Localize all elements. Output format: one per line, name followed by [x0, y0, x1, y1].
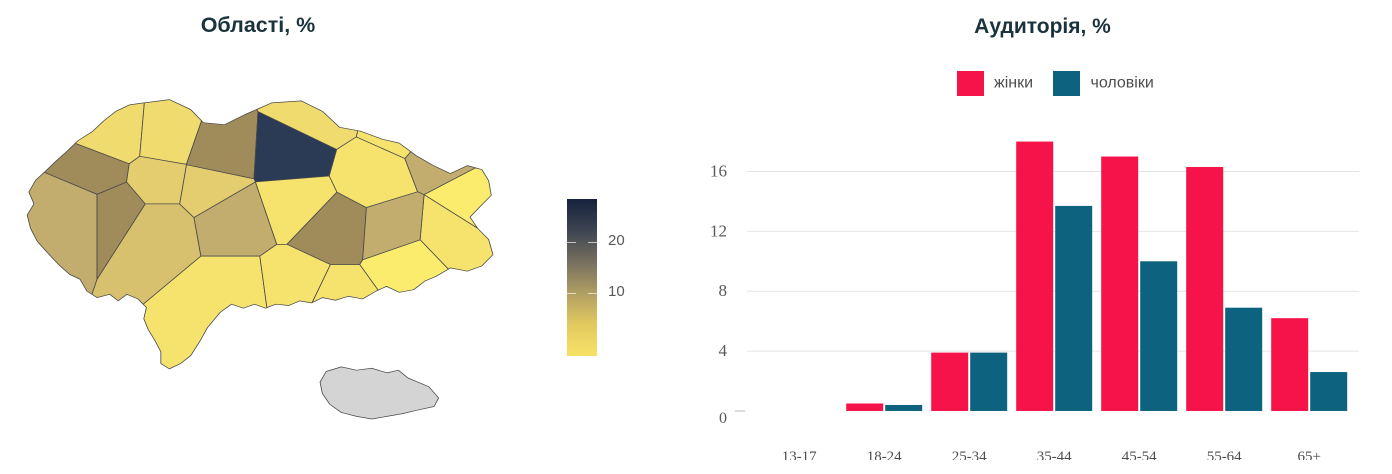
svg-text:35-44: 35-44 — [1037, 449, 1072, 460]
svg-text:45-54: 45-54 — [1122, 449, 1157, 460]
svg-text:13-17: 13-17 — [782, 449, 817, 460]
svg-text:65+: 65+ — [1297, 449, 1320, 460]
svg-text:4: 4 — [719, 341, 728, 360]
svg-text:12: 12 — [710, 221, 727, 240]
svg-text:8: 8 — [719, 281, 728, 300]
svg-text:16: 16 — [710, 162, 727, 181]
svg-text:55-64: 55-64 — [1207, 449, 1242, 460]
svg-text:25-34: 25-34 — [952, 449, 987, 460]
svg-text:18-24: 18-24 — [867, 449, 902, 460]
svg-text:0: 0 — [719, 410, 727, 427]
